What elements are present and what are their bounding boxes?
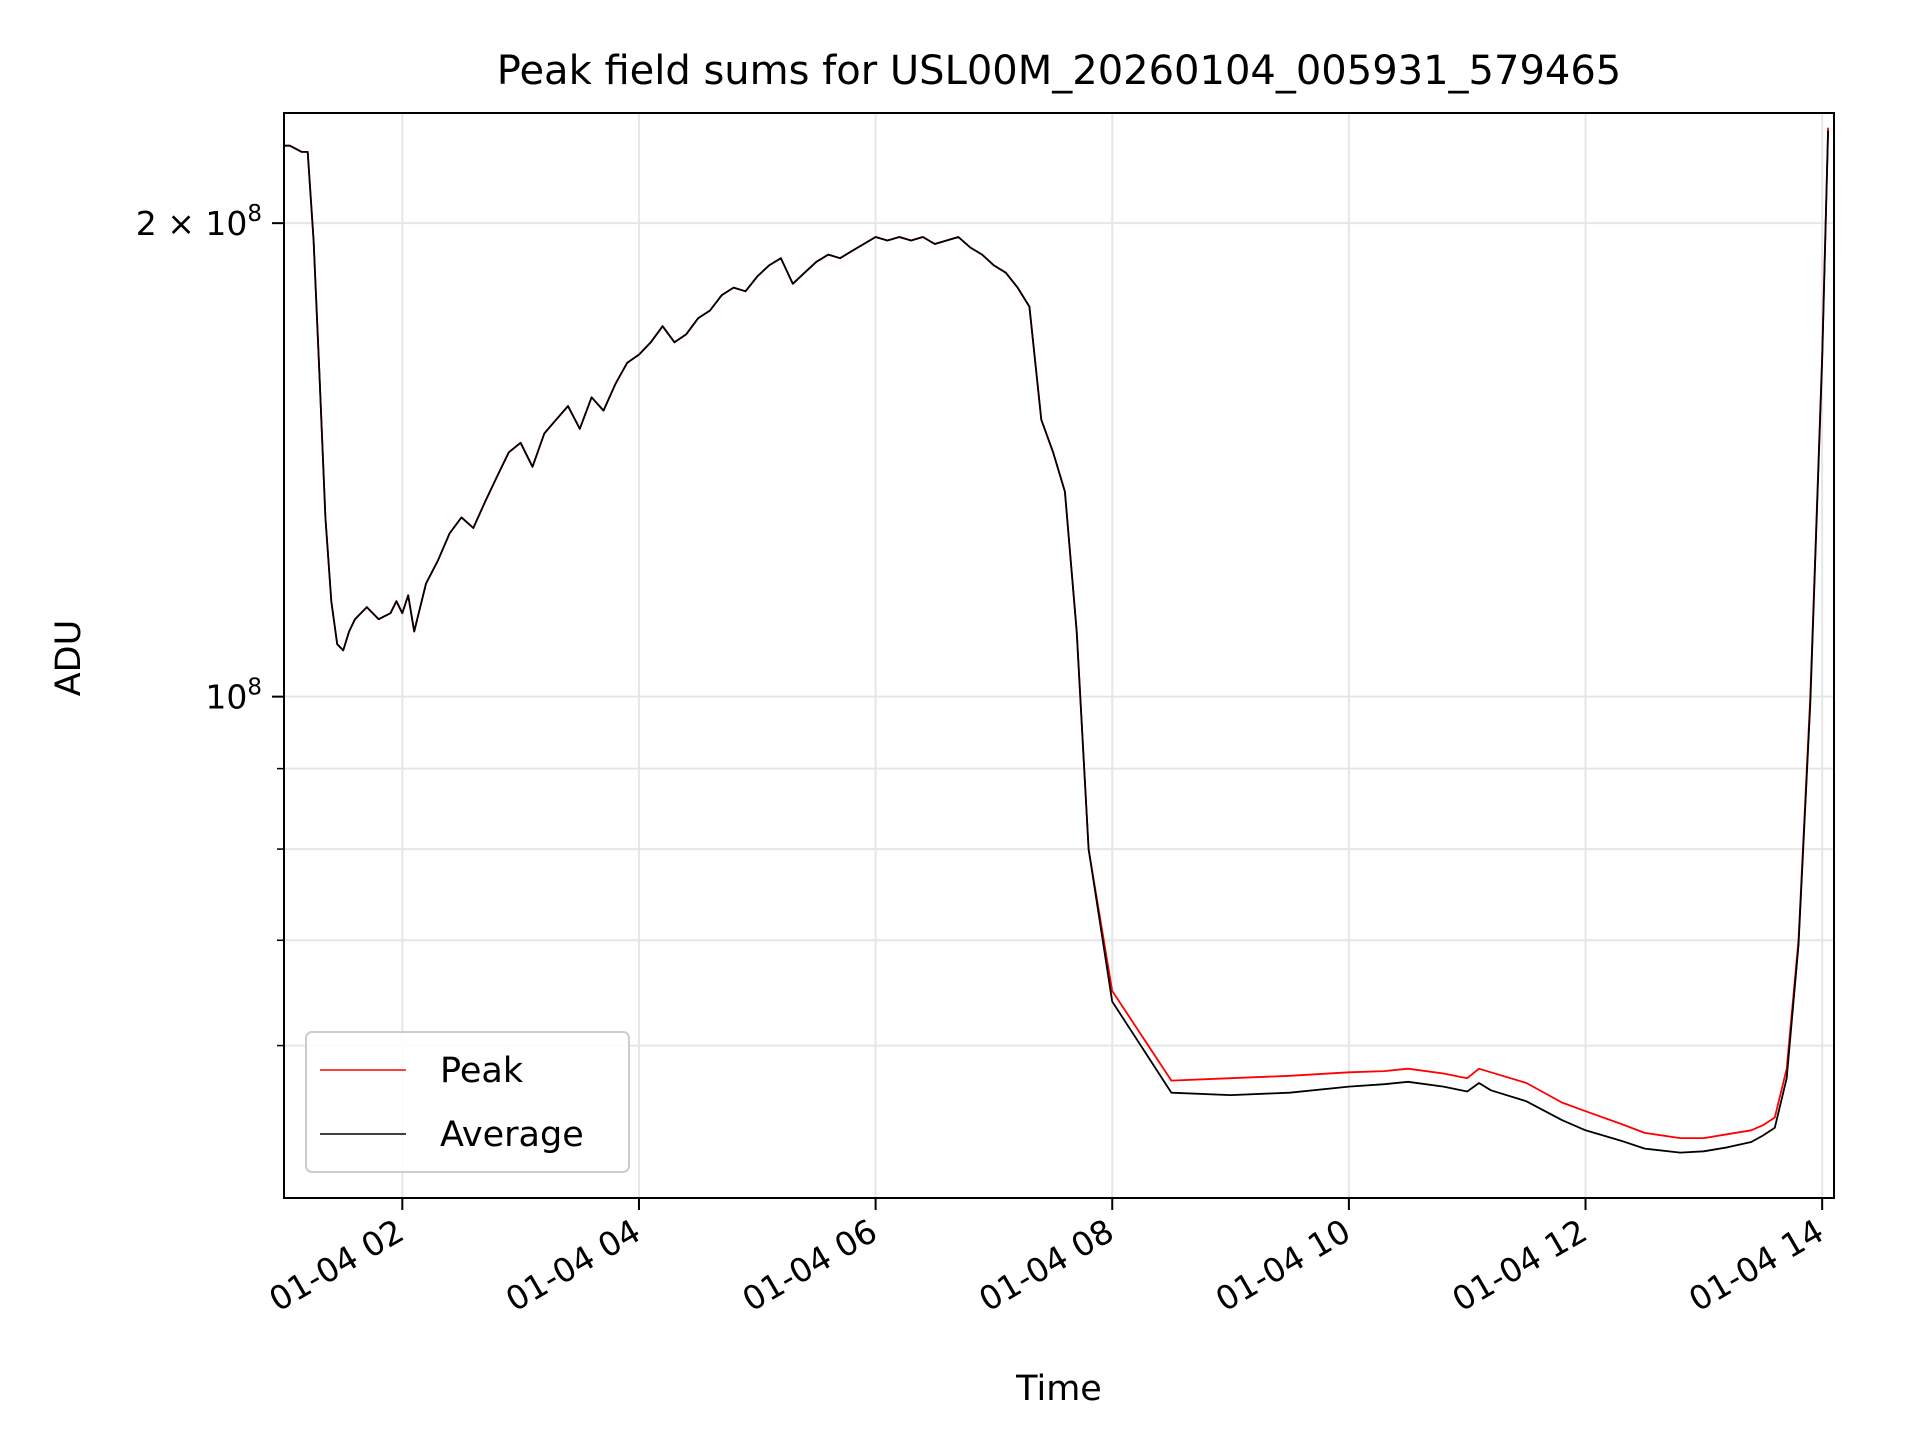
y-axis-label: ADU — [49, 620, 89, 697]
x-axis-label: Time — [1015, 1369, 1102, 1409]
chart-title: Peak field sums for USL00M_20260104_0059… — [497, 48, 1622, 94]
y-tick-label: 2 × 108 — [136, 201, 262, 243]
plot-lines — [284, 127, 1829, 1154]
grid — [284, 113, 1834, 1198]
legend: Peak Average — [305, 1031, 630, 1173]
legend-label-peak: Peak — [440, 1051, 524, 1091]
y-axis: 108 2 × 108 — [136, 201, 284, 1047]
legend-box — [305, 1031, 630, 1173]
plot-frame — [283, 112, 1835, 1199]
legend-label-average: Average — [440, 1115, 584, 1155]
y-tick-label: 108 — [205, 675, 262, 717]
series-line-average — [284, 130, 1829, 1154]
